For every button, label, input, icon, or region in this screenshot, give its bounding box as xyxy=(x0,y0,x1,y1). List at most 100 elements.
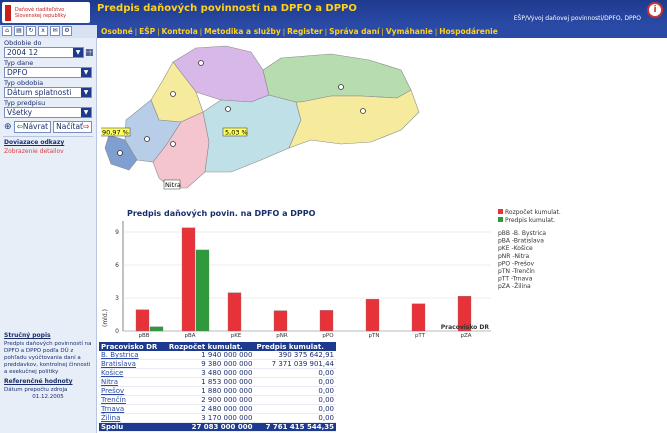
breadcrumb: EŠP/Vývoj daňovej povinnosti/DPFO, DPPO xyxy=(513,15,641,22)
region-link[interactable]: Bratislava xyxy=(99,359,167,370)
menu-item[interactable]: Register xyxy=(287,27,323,36)
x-tick-label: pTN xyxy=(369,333,380,339)
bar-pTT-0 xyxy=(411,303,426,332)
refresh-icon[interactable]: ↻ xyxy=(26,26,36,36)
typ-predpisu-label: Typ predpisu xyxy=(4,99,46,107)
region-link[interactable]: Prešov xyxy=(99,386,167,397)
typ-predpisu-select[interactable]: Všetky ▼ xyxy=(4,107,92,118)
arrow-right-icon: ⇨ xyxy=(83,122,90,131)
region-labels: 90,97 % 5,03 % Nitra xyxy=(101,127,248,190)
total-cell: 27 083 000 000 xyxy=(166,422,255,433)
typ-dane-select[interactable]: DPFO ▼ xyxy=(4,67,92,78)
data-table: Pracovisko DR Rozpočet kumulat. Predpis … xyxy=(99,342,336,433)
arrow-left-icon: ⇦ xyxy=(16,122,23,131)
load-button[interactable]: Načítať⇨ xyxy=(53,121,93,133)
obdobie-select[interactable]: 2004 12 ▼ xyxy=(4,47,84,58)
y-tick-label: 0 xyxy=(115,328,119,335)
region-link[interactable]: Trenčín xyxy=(99,395,167,406)
x-tick-label: pPO xyxy=(322,333,334,339)
print-icon[interactable]: ▤ xyxy=(14,26,24,36)
bar-pBA-1 xyxy=(195,249,210,332)
region-link[interactable]: Nitra xyxy=(99,377,167,388)
value-cell: 1 940 000 000 xyxy=(166,351,255,361)
typ-dane-label: Typ dane xyxy=(4,59,34,67)
chevron-down-icon: ▼ xyxy=(81,88,91,97)
table-header-row: Pracovisko DR Rozpočet kumulat. Predpis … xyxy=(99,342,336,351)
chevron-down-icon: ▼ xyxy=(73,48,83,57)
menu-item[interactable]: Kontrola xyxy=(161,27,198,36)
region-link[interactable]: Košice xyxy=(99,368,167,379)
label-bbystrica-text: 5,03 % xyxy=(225,129,248,137)
table-row: Trnava 2 480 000 000 0,00 xyxy=(99,404,336,415)
x-tick-label: pNR xyxy=(276,333,288,339)
menu-item[interactable]: Správa daní xyxy=(329,27,380,36)
mail-icon[interactable]: ✉ xyxy=(50,26,60,36)
legend-abbrev: pPO -Prešov xyxy=(498,260,535,267)
y-tick-label: 6 xyxy=(115,262,119,269)
typ-obdobia-value: Dátum splatnosti xyxy=(7,88,72,97)
calendar-icon[interactable]: ▦ xyxy=(85,47,94,58)
menu-item[interactable]: EŠP xyxy=(139,27,156,36)
menu-bar: Osobné | EŠP | Kontrola | Metodika a služby | Re… xyxy=(97,25,667,38)
back-button[interactable]: ⇦Návrat xyxy=(13,121,52,133)
value-cell: 0,00 xyxy=(254,404,336,415)
logo-text: Daňové riaditeľstvo Slovenskej republiky xyxy=(14,6,67,19)
region-kosice[interactable] xyxy=(288,89,420,149)
back-label: Návrat xyxy=(22,122,49,131)
bar-pKE-0 xyxy=(227,292,242,332)
desc-text: Predpis daňových povinností na DPFO a DP… xyxy=(4,341,92,375)
header-predpis[interactable]: Predpis kumulat. xyxy=(254,342,336,351)
label-nitra-box xyxy=(163,179,181,190)
settings-icon[interactable]: ⚙ xyxy=(62,26,72,36)
menu-item[interactable]: Hospodárenie xyxy=(439,27,498,36)
home-icon[interactable]: ⌂ xyxy=(2,26,12,36)
value-cell: 2 900 000 000 xyxy=(166,395,255,406)
menu-item[interactable]: Osobné xyxy=(101,27,133,36)
typ-obdobia-select[interactable]: Dátum splatnosti ▼ xyxy=(4,87,92,98)
table-row: Prešov 1 880 000 000 0,00 xyxy=(99,386,336,397)
table-body: B. Bystrica 1 940 000 000 390 375 642,91 Br… xyxy=(99,351,336,433)
menu-item[interactable]: Metodika a služby xyxy=(204,27,281,36)
label-bratislava-text: 90,97 % xyxy=(102,129,129,137)
region-presov[interactable] xyxy=(262,53,412,103)
bar-pBB-0 xyxy=(135,309,150,332)
menu-separator: | xyxy=(434,27,438,36)
label-bratislava-pct xyxy=(101,127,131,137)
slovakia-map: 90,97 % 5,03 % Nitra xyxy=(101,45,420,190)
value-cell: 0,00 xyxy=(254,413,336,424)
header-rozpocet[interactable]: Rozpočet kumulat. xyxy=(166,342,255,351)
desc-title: Stručný popis xyxy=(4,332,51,339)
header-pracovisko[interactable]: Pracovisko DR xyxy=(99,342,167,351)
x-axis-label: Pracovisko DR xyxy=(441,324,490,331)
value-cell: 9 380 000 000 xyxy=(166,359,255,370)
typ-dane-value: DPFO xyxy=(7,68,28,77)
nav-icon[interactable]: ⊕ xyxy=(4,122,12,132)
y-tick-label: 3 xyxy=(115,295,119,302)
y-tick-label: 9 xyxy=(115,229,119,236)
value-cell: 1 880 000 000 xyxy=(166,386,255,397)
detail-link[interactable]: Zobrazenie detailov xyxy=(4,148,64,155)
table-row: Košice 3 480 000 000 0,00 xyxy=(99,368,336,379)
logo-mark xyxy=(5,4,11,21)
region-link[interactable]: B. Bystrica xyxy=(99,351,167,361)
region-link[interactable]: Trnava xyxy=(99,404,167,415)
legend-abbrev: pNR -Nitra xyxy=(498,253,530,260)
region-link[interactable]: Žilina xyxy=(99,413,167,424)
legend-abbrev: pBB -B. Bystrica xyxy=(498,230,546,237)
menu-separator: | xyxy=(157,27,160,36)
value-cell: 1 853 000 000 xyxy=(166,377,255,388)
value-cell: 7 371 039 901,44 xyxy=(254,359,336,370)
menu-separator: | xyxy=(199,27,203,36)
region-banska-bystrica[interactable] xyxy=(202,94,302,173)
bar-pZA-0 xyxy=(457,295,472,332)
page-title: Predpis daňových povinností na DPFO a DP… xyxy=(97,3,357,14)
menu-separator: | xyxy=(324,27,328,36)
value-cell: 390 375 642,91 xyxy=(254,351,336,361)
label-nitra-text: Nitra xyxy=(165,181,181,189)
help-icon[interactable]: i xyxy=(647,2,663,18)
logo[interactable]: Daňové riaditeľstvo Slovenskej republiky xyxy=(2,2,90,23)
city-markers xyxy=(117,60,366,156)
chart-title: Predpis daňových povin. na DPFO a DPPO xyxy=(127,209,316,218)
menu-item[interactable]: Vymáhanie xyxy=(385,27,433,36)
excel-icon[interactable]: x xyxy=(38,26,48,36)
